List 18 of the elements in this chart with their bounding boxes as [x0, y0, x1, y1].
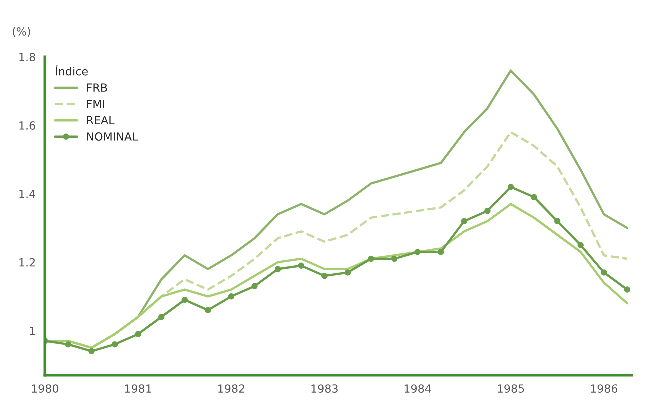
y-tick-label: 1.4 [20, 190, 36, 198]
y-tick-label: 1.6 [20, 122, 36, 130]
y-axis-title: (%) [13, 27, 30, 38]
x-tick-label: 1986 [591, 384, 618, 393]
y-tick-label: 1 [30, 326, 36, 336]
legend-label: REAL [87, 116, 115, 124]
legend-title: Índice [56, 65, 88, 76]
legend-label: FMI [87, 100, 104, 108]
legend-label: NOMINAL [87, 132, 138, 141]
x-tick-label: 1980 [32, 384, 59, 393]
x-tick-label: 1981 [125, 384, 152, 393]
x-tick-label: 1984 [404, 384, 432, 393]
x-tick-label: 1983 [312, 384, 338, 393]
x-tick-label: 1985 [498, 384, 524, 393]
x-tick-label: 1982 [218, 384, 245, 393]
legend-label: FRB [87, 84, 108, 92]
y-tick-label: 1.2 [20, 258, 36, 267]
y-tick-label: 1.8 [20, 53, 36, 62]
